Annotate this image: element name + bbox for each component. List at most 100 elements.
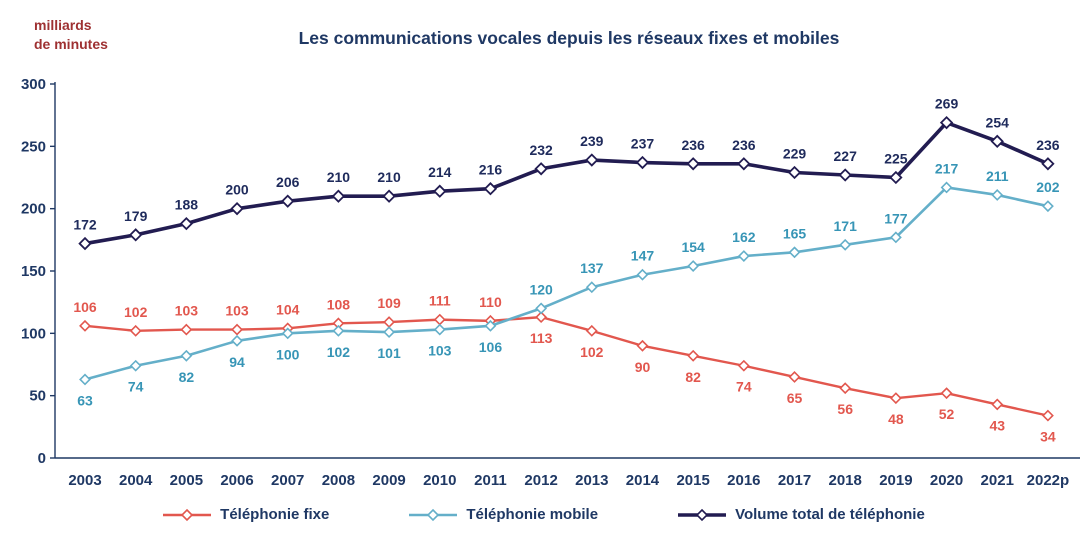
legend: Téléphonie fixe Téléphonie mobile Volume…: [0, 506, 1088, 523]
data-point-label: 48: [888, 411, 904, 427]
data-point-marker: [281, 327, 294, 340]
x-tick-label: 2006: [220, 472, 253, 489]
data-point-label: 102: [580, 344, 604, 360]
data-point-marker: [940, 387, 953, 400]
data-point-label: 74: [736, 379, 752, 395]
data-point-label: 109: [377, 295, 401, 311]
data-point-label: 206: [276, 174, 300, 190]
data-point-label: 210: [377, 169, 401, 185]
x-tick-label: 2003: [68, 472, 101, 489]
data-point-label: 63: [77, 392, 93, 408]
data-point-label: 162: [732, 229, 756, 245]
x-tick-label: 2009: [372, 472, 405, 489]
data-point-marker: [79, 373, 91, 386]
legend-swatch-volume-total: [678, 508, 727, 521]
x-tick-label: 2015: [676, 472, 709, 489]
data-point-label: 200: [225, 182, 249, 198]
legend-swatch-telephonie-fixe: [163, 508, 212, 521]
data-point-label: 108: [327, 296, 351, 312]
data-point-marker: [535, 311, 548, 324]
data-point-marker: [383, 316, 396, 329]
line-chart: 0 50 100 150 200 250 300 2003 2004 2005 2006 2007 20…: [21, 76, 1080, 489]
data-point-marker: [788, 371, 801, 383]
y-tick-label: 100: [21, 325, 46, 342]
data-point-label: 110: [479, 294, 502, 310]
y-tick-label: 50: [29, 388, 46, 405]
data-point-marker: [1041, 409, 1054, 422]
x-tick-label: 2020: [930, 472, 963, 489]
data-point-label: 102: [327, 344, 351, 360]
x-tick-label: 2014: [626, 472, 660, 489]
data-point-marker: [1041, 200, 1054, 213]
data-point-marker: [231, 334, 243, 347]
data-point-label: 229: [783, 146, 807, 162]
data-point-marker: [129, 324, 142, 337]
data-point-marker: [180, 349, 193, 362]
data-point-marker: [433, 184, 447, 198]
series-line-2: [84, 120, 1049, 246]
x-tick-label: 2011: [474, 472, 507, 489]
data-point-label: 236: [1036, 137, 1060, 153]
data-point-marker: [838, 168, 852, 182]
data-point-marker: [382, 189, 396, 203]
data-point-marker: [889, 231, 902, 244]
y-tick-label: 300: [21, 76, 46, 93]
data-point-marker: [687, 349, 700, 362]
data-point-label: 225: [884, 151, 908, 167]
data-point-label: 179: [124, 208, 148, 224]
data-point-marker: [940, 181, 953, 194]
data-point-marker: [129, 228, 143, 242]
legend-item-telephonie-fixe: Téléphonie fixe: [163, 506, 329, 523]
y-axis-unit-label: milliards de minutes: [34, 17, 108, 52]
data-point-marker: [939, 115, 954, 130]
data-point-marker: [230, 201, 244, 216]
data-point-marker: [535, 302, 548, 315]
data-point-marker: [737, 359, 750, 372]
y-tick-label: 200: [21, 201, 46, 218]
data-point-marker: [180, 323, 193, 336]
x-tick-label: 2012: [524, 472, 557, 489]
y-tick-label: 0: [38, 450, 46, 467]
x-tick-label: 2017: [778, 472, 811, 489]
data-point-marker: [433, 313, 446, 326]
data-point-marker: [78, 236, 92, 251]
data-point-label: 82: [179, 369, 195, 385]
data-point-marker: [281, 194, 295, 208]
data-point-marker: [687, 260, 700, 272]
data-point-label: 43: [989, 417, 1005, 433]
data-point-label: 227: [834, 148, 858, 164]
data-point-label: 106: [479, 339, 503, 355]
data-point-marker: [787, 165, 802, 180]
data-point-label: 111: [429, 293, 451, 309]
data-point-marker: [231, 323, 243, 336]
data-point-label: 216: [479, 162, 503, 178]
data-point-label: 102: [124, 304, 148, 320]
data-point-label: 106: [73, 299, 97, 315]
x-tick-label: 2018: [829, 472, 862, 489]
data-point-label: 65: [787, 390, 803, 406]
data-point-label: 217: [935, 160, 959, 176]
data-point-marker: [636, 268, 649, 281]
data-point-marker: [585, 153, 599, 167]
data-point-label: 202: [1036, 179, 1060, 195]
data-point-marker: [433, 323, 446, 336]
data-point-label: 172: [73, 217, 97, 233]
x-tick-label: 2016: [727, 472, 760, 489]
data-point-marker: [635, 155, 650, 170]
data-point-marker: [383, 326, 396, 339]
data-point-marker: [991, 189, 1004, 201]
legend-marker: [695, 508, 709, 521]
data-point-marker: [129, 359, 142, 372]
data-point-marker: [889, 392, 902, 405]
x-tick-label: 2019: [879, 472, 912, 489]
legend-marker: [181, 508, 194, 521]
data-point-label: 104: [276, 301, 300, 317]
data-point-marker: [79, 319, 91, 332]
x-tick-label: 2007: [271, 472, 304, 489]
data-point-label: 236: [732, 137, 756, 153]
series-line-0: [84, 315, 1049, 417]
data-point-label: 120: [529, 281, 553, 297]
data-point-marker: [990, 134, 1004, 149]
data-point-label: 188: [175, 197, 199, 213]
data-point-label: 211: [986, 168, 1009, 184]
